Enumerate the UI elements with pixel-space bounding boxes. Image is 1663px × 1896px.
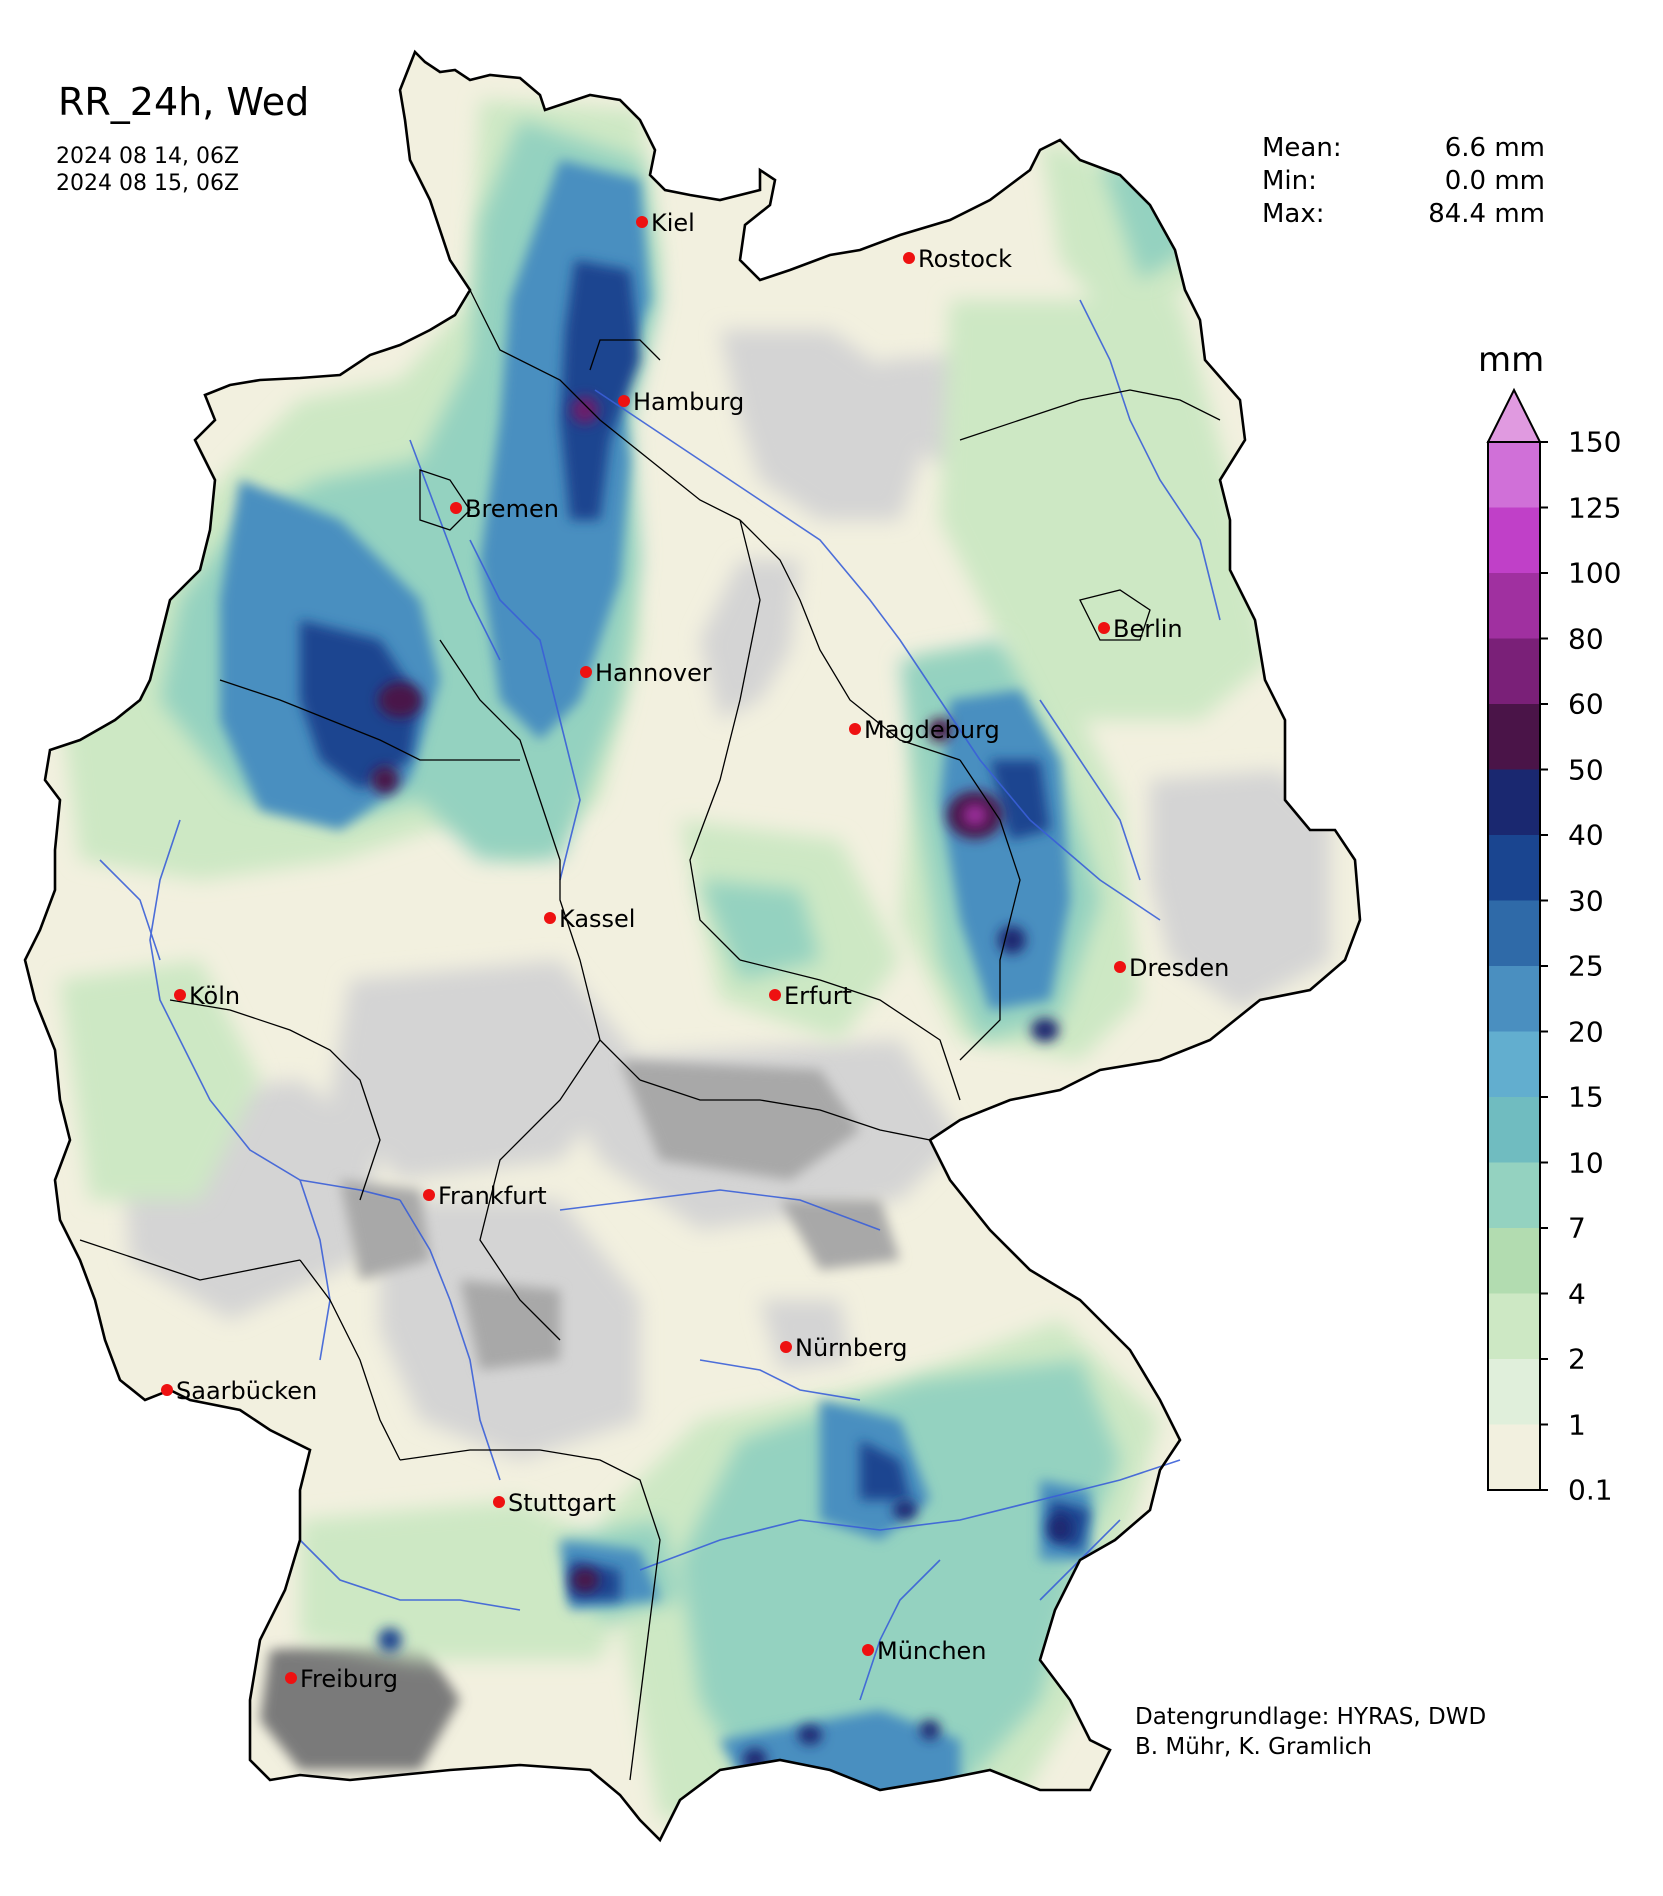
- colorbar-swatch: [1488, 638, 1540, 704]
- stat-mean-value: 6.6 mm: [1444, 133, 1545, 163]
- stat-max-value: 84.4 mm: [1428, 199, 1545, 229]
- map-title: RR_24h, Wed: [58, 80, 310, 124]
- colorbar-swatch: [1488, 1097, 1540, 1163]
- city-marker-stuttgart: [493, 1496, 505, 1508]
- city-label-magdeburg: Magdeburg: [864, 716, 1000, 744]
- city-label-freiburg: Freiburg: [300, 1665, 398, 1693]
- colorbar-tick-label: 150: [1568, 425, 1622, 459]
- colorbar-tick-label: 30: [1568, 884, 1604, 917]
- period-start: 2024 08 14, 06Z: [56, 144, 240, 169]
- colorbar-swatch: [1488, 1162, 1540, 1228]
- city-label-hamburg: Hamburg: [633, 388, 744, 416]
- city-marker-nurnberg: [780, 1341, 792, 1353]
- colorbar-swatch: [1488, 704, 1540, 770]
- city-marker-dresden: [1114, 961, 1126, 973]
- colorbar-tick-label: 125: [1568, 491, 1622, 524]
- city-marker-magdeburg: [849, 723, 861, 735]
- colorbar-tick-label: 1: [1568, 1408, 1586, 1441]
- city-label-nurnberg: Nürnberg: [795, 1334, 908, 1362]
- city-marker-kassel: [544, 912, 556, 924]
- colorbar-tick-label: 50: [1568, 753, 1604, 786]
- city-markers: Kiel Rostock Hamburg Bremen Berlin Hannover Ma…: [161, 209, 1229, 1693]
- stat-max-label: Max:: [1262, 199, 1325, 229]
- city-label-hannover: Hannover: [595, 659, 712, 687]
- city-marker-erfurt: [769, 989, 781, 1001]
- city-marker-koln: [174, 989, 186, 1001]
- city-marker-rostock: [903, 252, 915, 264]
- colorbar-swatch: [1488, 442, 1540, 508]
- city-marker-hamburg: [618, 395, 630, 407]
- colorbar-unit: mm: [1478, 340, 1545, 380]
- colorbar-tick-label: 40: [1568, 818, 1604, 852]
- colorbar-extend-arrow: [1486, 387, 1542, 443]
- colorbar-swatch: [1488, 507, 1540, 573]
- colorbar-swatch: [1488, 835, 1540, 901]
- colorbar-tick-label: 0.1: [1568, 1473, 1613, 1507]
- city-label-koln: Köln: [189, 982, 240, 1010]
- city-marker-kiel: [636, 216, 648, 228]
- period-end: 2024 08 15, 06Z: [56, 171, 240, 196]
- colorbar-swatch: [1488, 1031, 1540, 1097]
- colorbar-swatch: [1488, 1359, 1540, 1425]
- colorbar-tick-label: 2: [1568, 1342, 1586, 1376]
- colorbar-swatch: [1488, 769, 1540, 835]
- city-label-frankfurt: Frankfurt: [438, 1182, 547, 1210]
- colorbar-swatch: [1488, 1424, 1540, 1490]
- city-label-saarbucken: Saarbücken: [176, 1377, 317, 1405]
- stat-min-label: Min:: [1262, 166, 1317, 196]
- city-marker-hannover: [580, 666, 592, 678]
- colorbar-tick-label: 80: [1568, 622, 1604, 655]
- city-marker-berlin: [1098, 622, 1110, 634]
- credit-source: Datengrundlage: HYRAS, DWD: [1135, 1704, 1487, 1730]
- colorbar-swatch: [1488, 900, 1540, 966]
- colorbar-swatch: [1488, 1228, 1540, 1294]
- city-marker-saarbucken: [161, 1384, 173, 1396]
- credit-authors: B. Mühr, K. Gramlich: [1135, 1734, 1372, 1760]
- colorbar-tick-label: 60: [1568, 687, 1604, 721]
- city-marker-frankfurt: [423, 1189, 435, 1201]
- colorbar-tick-label: 100: [1568, 556, 1622, 590]
- colorbar-tick-label: 7: [1568, 1211, 1586, 1245]
- colorbar-tick-label: 15: [1568, 1080, 1604, 1114]
- colorbar-tick-label: 25: [1568, 949, 1604, 983]
- colorbar-swatch: [1488, 573, 1540, 639]
- river-network: [99, 299, 1221, 1701]
- colorbar-tick-label: 20: [1568, 1015, 1604, 1048]
- city-label-kassel: Kassel: [559, 905, 635, 933]
- city-label-erfurt: Erfurt: [784, 982, 852, 1010]
- colorbar: [1486, 387, 1548, 1491]
- state-borders: [79, 289, 1221, 1781]
- colorbar-swatch: [1488, 1293, 1540, 1359]
- city-label-bremen: Bremen: [465, 495, 559, 523]
- city-label-dresden: Dresden: [1129, 954, 1229, 982]
- city-marker-freiburg: [285, 1672, 297, 1684]
- colorbar-tick-label: 4: [1568, 1277, 1586, 1310]
- city-label-stuttgart: Stuttgart: [508, 1489, 616, 1517]
- city-label-munchen: München: [877, 1637, 987, 1665]
- colorbar-tick-label: 10: [1568, 1146, 1604, 1179]
- city-marker-bremen: [450, 502, 462, 514]
- city-label-rostock: Rostock: [918, 245, 1012, 273]
- city-label-kiel: Kiel: [651, 209, 695, 237]
- city-label-berlin: Berlin: [1113, 615, 1183, 643]
- city-marker-munchen: [862, 1644, 874, 1656]
- colorbar-swatch: [1488, 966, 1540, 1032]
- stat-mean-label: Mean:: [1262, 133, 1342, 163]
- stat-min-value: 0.0 mm: [1444, 166, 1545, 196]
